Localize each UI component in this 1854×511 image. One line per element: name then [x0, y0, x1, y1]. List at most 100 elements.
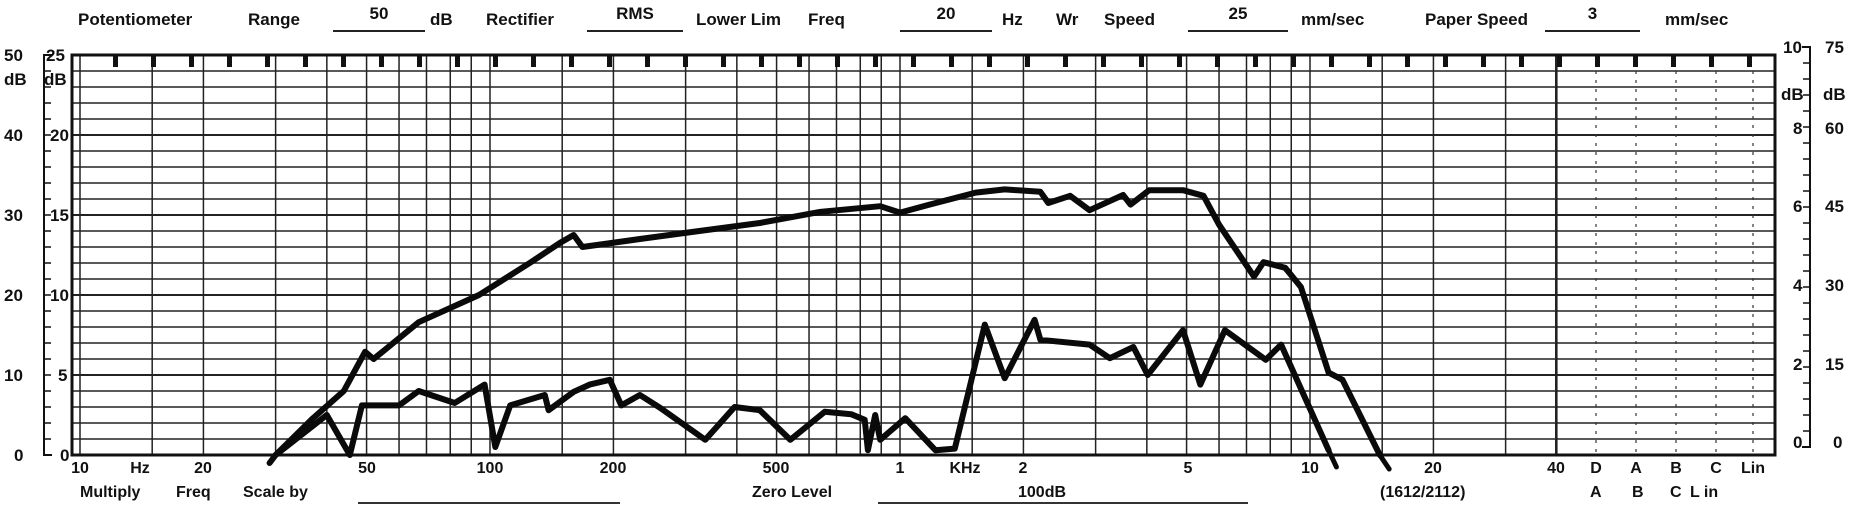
top-marker [721, 55, 726, 67]
right-outer-15: 15 [1825, 355, 1844, 374]
x-tick-label: 20 [1424, 460, 1442, 477]
wr-label: Wr [1056, 10, 1079, 29]
upper-response-curve [272, 186, 1383, 458]
zero-level-value: 100dB [1018, 484, 1067, 501]
x-tick-label: 1 [895, 460, 905, 477]
paper-speed-label: Paper Speed [1425, 10, 1528, 29]
x-tick-label: 20 [194, 460, 212, 477]
upper-curve-tail [1377, 452, 1392, 472]
x-tick-label: KHz [949, 460, 981, 477]
top-marker [645, 55, 650, 67]
paper-speed-underline [1545, 30, 1640, 32]
top-marker [1215, 55, 1220, 67]
top-marker [683, 55, 688, 67]
x-tick-label: 200 [599, 460, 627, 477]
top-marker [1519, 55, 1524, 67]
top-marker [341, 55, 346, 67]
weighting-lin: L in [1690, 484, 1719, 501]
x-tick-label: 10 [71, 460, 89, 477]
x-tick-label: D [1590, 460, 1602, 477]
freq-label: Freq [808, 10, 845, 29]
left-outer-10: 10 [4, 366, 23, 385]
lower-response-curve [272, 316, 1332, 458]
right-scale-bracket [1802, 46, 1811, 448]
top-marker [873, 55, 878, 67]
x-tick-label: A [1630, 460, 1642, 477]
left-inner-15: 15 [50, 206, 69, 225]
top-marker [1405, 55, 1410, 67]
potentiometer-label: Potentiometer [78, 10, 193, 29]
zero-level-label: Zero Level [752, 484, 833, 501]
top-marker [1595, 55, 1600, 67]
top-marker [1063, 55, 1068, 67]
right-outer-60: 60 [1825, 119, 1844, 138]
x-tick-label: 5 [1183, 460, 1193, 477]
right-outer-0: 0 [1833, 433, 1843, 452]
weighting-b: B [1632, 484, 1644, 501]
model-label: (1612/2112) [1380, 484, 1466, 501]
top-marker [569, 55, 574, 67]
top-marker [1633, 55, 1638, 67]
right-inner-8: 8 [1793, 119, 1803, 138]
top-marker [1177, 55, 1182, 67]
top-marker [379, 55, 384, 67]
top-marker [455, 55, 460, 67]
freq-underline [900, 30, 992, 32]
top-marker [1747, 55, 1752, 67]
right-inner-6: 6 [1793, 197, 1803, 216]
top-marker [493, 55, 498, 67]
weighting-a: A [1590, 484, 1602, 501]
top-marker [531, 55, 536, 67]
left-outer-0: 0 [14, 446, 24, 465]
freq-value: 20 [936, 4, 956, 23]
left-outer-50: 50 [4, 46, 23, 65]
right-inner-0: 0 [1793, 433, 1803, 452]
right-inner-10: 10 [1783, 38, 1802, 57]
scale-by-underline [358, 502, 620, 504]
freq-unit: Hz [1002, 10, 1023, 29]
top-marker [1557, 55, 1562, 67]
top-marker [949, 55, 954, 67]
top-marker [113, 55, 118, 67]
left-inner-5: 5 [58, 366, 68, 385]
scale-by-label: Scale by [243, 484, 308, 501]
left-inner-unit: dB [44, 70, 67, 89]
top-marker [1101, 55, 1106, 67]
range-unit: dB [430, 10, 453, 29]
range-label: Range [248, 10, 300, 29]
right-inner-4: 4 [1793, 276, 1803, 295]
top-marker [189, 55, 194, 67]
top-marker [1253, 55, 1258, 67]
rectifier-label: Rectifier [486, 10, 555, 29]
left-outer-20: 20 [4, 286, 23, 305]
left-inner-25: 25 [46, 46, 65, 65]
wr-speed-value: 25 [1228, 4, 1248, 23]
top-marker [1481, 55, 1486, 67]
top-marker [835, 55, 840, 67]
left-outer-bracket [43, 54, 52, 456]
right-outer-75: 75 [1825, 38, 1844, 57]
zero-level-underline [878, 502, 1248, 504]
multiply-label: Multiply [80, 484, 141, 501]
top-marker [1025, 55, 1030, 67]
x-tick-label: C [1710, 460, 1722, 477]
lower-curve-tail [1326, 447, 1339, 470]
right-outer-30: 30 [1825, 276, 1844, 295]
x-tick-label: 40 [1547, 460, 1565, 477]
rectifier-underline [587, 30, 683, 32]
freq-footer-label: Freq [176, 484, 211, 501]
right-inner-unit: dB [1781, 85, 1804, 104]
rectifier-value: RMS [616, 4, 654, 23]
left-inner-10: 10 [50, 286, 69, 305]
left-outer-unit: dB [4, 70, 27, 89]
top-marker [987, 55, 992, 67]
top-marker [303, 55, 308, 67]
left-outer-40: 40 [4, 126, 23, 145]
top-marker [759, 55, 764, 67]
left-outer-30: 30 [4, 206, 23, 225]
left-inner-20: 20 [50, 126, 69, 145]
top-marker [1291, 55, 1296, 67]
x-tick-label: Hz [130, 460, 150, 477]
x-tick-label: 50 [358, 460, 376, 477]
